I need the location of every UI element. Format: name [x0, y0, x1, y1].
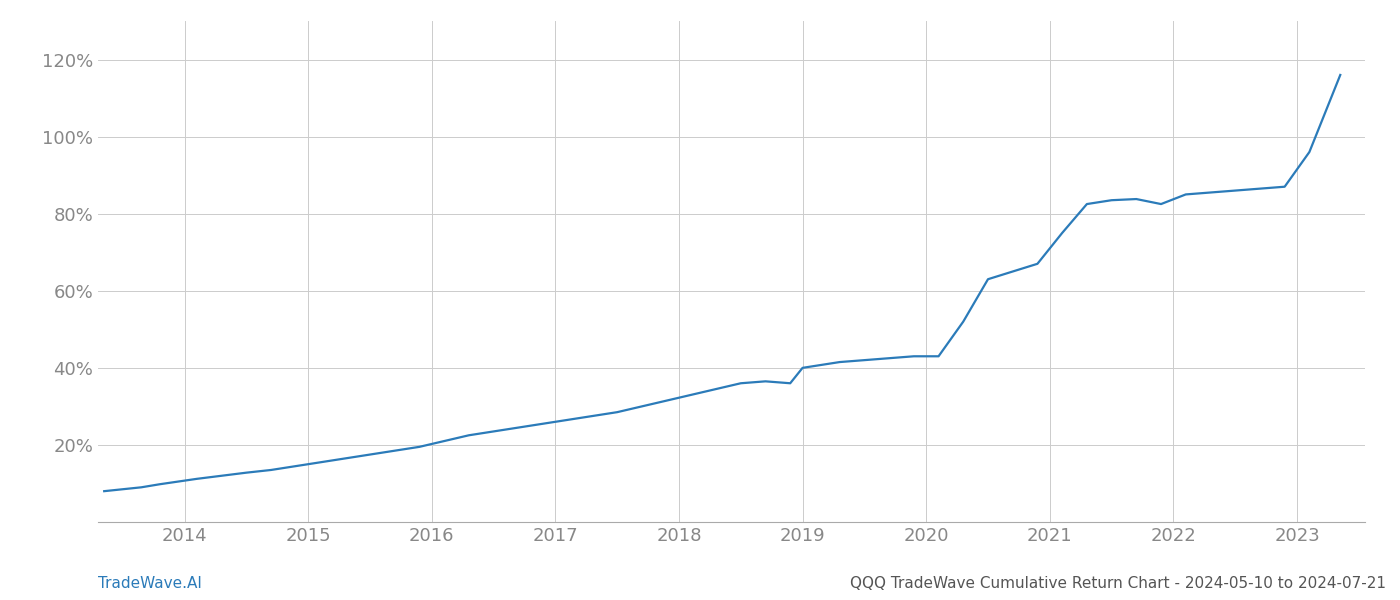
- Text: QQQ TradeWave Cumulative Return Chart - 2024-05-10 to 2024-07-21: QQQ TradeWave Cumulative Return Chart - …: [850, 576, 1386, 591]
- Text: TradeWave.AI: TradeWave.AI: [98, 576, 202, 591]
